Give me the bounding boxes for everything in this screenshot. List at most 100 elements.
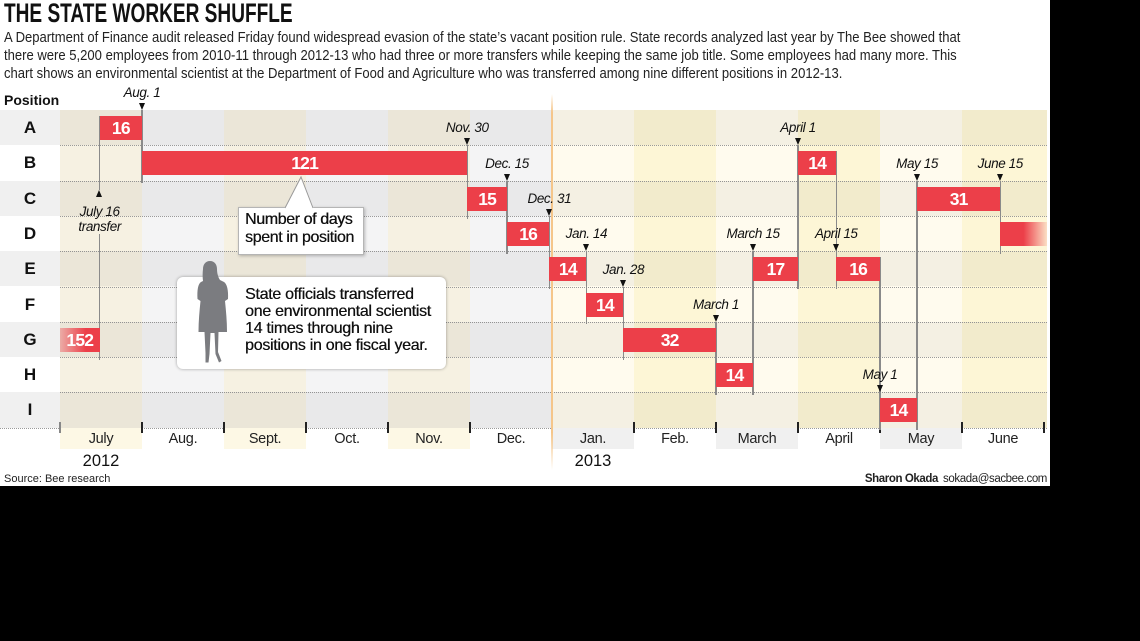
month-label: Nov. <box>415 430 443 447</box>
row-label-i: I <box>0 392 60 428</box>
row-divider <box>0 392 1047 394</box>
transfer-connector <box>999 180 1002 254</box>
transfer-date-label: March 1 <box>693 296 739 312</box>
row-label-a: A <box>0 110 60 146</box>
row-divider <box>0 180 1047 182</box>
stint-bar-f: 14 <box>586 292 624 317</box>
month-label: Oct. <box>334 430 360 447</box>
stint-bar-e: 17 <box>753 257 798 282</box>
bar-value-label: 14 <box>595 294 615 315</box>
axis-tick <box>1043 421 1045 433</box>
bar-value-label: 16 <box>111 118 131 138</box>
callout-text-line: 14 times through nine <box>245 320 393 337</box>
month-column <box>60 110 142 428</box>
bar-value-label: 121 <box>291 153 319 174</box>
transfer-connector <box>916 180 918 431</box>
arrow-down-icon <box>876 385 883 393</box>
stint-bar-c: 15 <box>467 186 508 211</box>
transfer-connector <box>797 145 799 290</box>
arrow-down-icon <box>545 208 552 216</box>
intro-paragraph: A Department of Finance audit released F… <box>4 29 1050 83</box>
transfer-connector <box>141 110 143 184</box>
transfer-connector <box>835 151 838 290</box>
month-label: Jan. <box>579 430 607 447</box>
transfer-date-label: May 15 <box>896 155 938 171</box>
credit-line: Sharon Okada sokada@sacbee.com <box>865 472 1048 486</box>
row-divider <box>0 427 1047 429</box>
arrow-down-icon <box>832 244 839 252</box>
month-band <box>224 428 306 450</box>
bar-value-label: 152 <box>66 329 94 350</box>
transfer-date-label: Dec. 15 <box>485 155 529 171</box>
callout-text-line: one environmental scientist <box>245 303 431 320</box>
transfer-note-text: transfer <box>78 218 121 234</box>
days-callout: Number of days spent in position <box>238 207 364 255</box>
source-note: Source: Bee research <box>4 473 111 485</box>
stint-bar-d: 16 <box>507 221 550 246</box>
transfer-date-label: April 15 <box>814 226 858 242</box>
month-column <box>470 110 552 428</box>
transfer-date-label: March 15 <box>726 226 780 242</box>
year-label-2012: 2012 <box>82 451 120 470</box>
transfer-connector <box>585 251 588 325</box>
transfer-date-label: April 1 <box>780 120 816 136</box>
month-label: May <box>907 430 935 447</box>
axis-tick <box>961 421 963 433</box>
bar-value-label: 14 <box>558 259 578 280</box>
row-divider <box>0 215 1047 217</box>
arrow-down-icon <box>138 103 145 110</box>
arrow-down-icon <box>794 138 801 146</box>
row-stripe <box>60 180 1047 216</box>
bar-value-label: 14 <box>889 400 909 421</box>
transfer-connector <box>98 116 101 190</box>
month-label: June <box>987 430 1019 447</box>
callout-text-line: positions in one fiscal year. <box>245 337 428 354</box>
row-label-d: D <box>0 215 60 252</box>
stint-bar-b: 14 <box>798 151 837 176</box>
arrow-down-icon <box>749 244 756 252</box>
month-label: Dec. <box>496 430 526 447</box>
intro-line: A Department of Finance audit released F… <box>4 29 961 46</box>
row-label-h: H <box>0 357 60 393</box>
bar-value-label: 15 <box>478 188 497 209</box>
transfer-date-text: July 16 <box>79 203 120 219</box>
bar-value-label: 16 <box>519 223 538 244</box>
month-column <box>962 110 1047 428</box>
transfer-connector <box>715 321 717 396</box>
row-label-c: C <box>0 180 60 216</box>
transfer-date-label: June 15 <box>977 155 1024 171</box>
bar-value-label: 16 <box>849 259 868 280</box>
stint-bar-g: 152 <box>60 327 100 352</box>
bar-value-label: 14 <box>808 153 827 174</box>
transfer-date-label: July 16 transfer <box>60 204 140 234</box>
arrow-down-icon <box>503 173 510 181</box>
row-stripe <box>60 110 1047 146</box>
arrow-down-icon <box>913 173 920 181</box>
page-title: THE STATE WORKER SHUFFLE <box>4 0 293 28</box>
y-axis-title: Position <box>4 92 60 108</box>
row-divider <box>0 321 1047 323</box>
bar-value-label: 31 <box>949 188 969 209</box>
arrow-up-icon <box>96 189 103 197</box>
month-label: Aug. <box>168 430 198 447</box>
transfer-date-label: Aug. 1 <box>123 85 161 100</box>
arrow-down-icon <box>619 279 626 287</box>
axis-tick <box>141 421 143 433</box>
arrow-down-icon <box>996 173 1003 181</box>
transfer-date-label: Dec. 31 <box>527 190 572 206</box>
month-band <box>716 428 798 450</box>
callout-text-line: spent in position <box>245 229 354 246</box>
stint-bar-h: 14 <box>716 363 754 388</box>
month-label: March <box>737 430 777 447</box>
row-label-b: B <box>0 145 60 181</box>
stint-bar-b: 121 <box>142 151 468 176</box>
stint-bar-e: 16 <box>836 257 880 282</box>
transfer-date-label: May 1 <box>862 367 898 383</box>
bar-value-label: 14 <box>725 365 745 386</box>
month-label: April <box>825 430 853 447</box>
month-label: Feb. <box>661 430 689 447</box>
stint-bar-g: 32 <box>623 327 716 352</box>
axis-tick <box>223 421 225 433</box>
summary-text: State officials transferred one environm… <box>245 286 431 354</box>
arrow-down-icon <box>463 138 470 146</box>
